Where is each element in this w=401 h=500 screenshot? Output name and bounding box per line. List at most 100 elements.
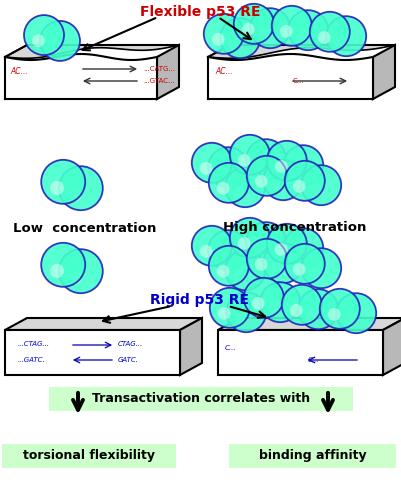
Circle shape (285, 161, 325, 201)
Circle shape (320, 289, 360, 329)
Circle shape (301, 165, 341, 205)
Text: AC...: AC... (215, 66, 233, 76)
Circle shape (242, 23, 255, 36)
Circle shape (293, 180, 306, 193)
Text: torsional flexibility: torsional flexibility (23, 450, 155, 462)
Circle shape (212, 33, 225, 46)
Polygon shape (383, 318, 401, 375)
Circle shape (220, 18, 260, 58)
Circle shape (252, 297, 265, 310)
Circle shape (328, 308, 340, 321)
Circle shape (225, 167, 265, 207)
Circle shape (268, 302, 281, 314)
Circle shape (336, 293, 376, 333)
Circle shape (306, 308, 319, 321)
Circle shape (41, 160, 85, 204)
Circle shape (50, 264, 64, 278)
Circle shape (68, 270, 82, 284)
Text: binding affinity: binding affinity (259, 450, 367, 462)
Polygon shape (373, 45, 395, 99)
Circle shape (280, 25, 293, 38)
Circle shape (296, 30, 309, 42)
Text: AC...: AC... (10, 66, 28, 76)
Polygon shape (5, 330, 180, 375)
Circle shape (40, 21, 80, 61)
Circle shape (271, 262, 284, 275)
Circle shape (204, 14, 244, 54)
Circle shape (309, 268, 322, 280)
Circle shape (291, 248, 304, 260)
Circle shape (226, 292, 266, 332)
Circle shape (216, 166, 229, 179)
Circle shape (310, 12, 350, 52)
Circle shape (234, 312, 247, 324)
Circle shape (282, 285, 322, 325)
Text: C...: C... (308, 357, 320, 363)
Polygon shape (218, 330, 383, 375)
Circle shape (291, 164, 304, 177)
Text: CTAG...: CTAG... (118, 341, 144, 347)
Text: ...CTAG...: ...CTAG... (18, 341, 50, 347)
Polygon shape (208, 45, 395, 59)
Circle shape (290, 304, 303, 317)
Circle shape (283, 228, 323, 268)
Circle shape (225, 250, 265, 290)
Circle shape (272, 6, 312, 46)
Circle shape (247, 156, 287, 196)
Circle shape (238, 154, 251, 167)
Circle shape (255, 258, 267, 271)
Circle shape (263, 243, 303, 283)
Polygon shape (5, 45, 179, 59)
Circle shape (254, 242, 267, 254)
Circle shape (216, 250, 229, 262)
Text: GATC.: GATC. (118, 357, 139, 363)
Text: C...: C... (225, 345, 237, 351)
Text: Transactivation correlates with: Transactivation correlates with (92, 392, 310, 406)
Circle shape (48, 40, 61, 53)
Circle shape (32, 34, 45, 47)
Text: ...CATG...: ...CATG... (143, 66, 175, 72)
Text: C...: C... (293, 78, 304, 84)
Polygon shape (180, 318, 202, 375)
Circle shape (208, 147, 248, 187)
Circle shape (41, 243, 85, 287)
Circle shape (275, 243, 288, 256)
Circle shape (233, 186, 246, 199)
Circle shape (192, 143, 232, 183)
Circle shape (59, 249, 103, 293)
Circle shape (260, 282, 300, 322)
Circle shape (334, 36, 347, 48)
Circle shape (309, 184, 322, 197)
Polygon shape (5, 318, 202, 330)
Circle shape (217, 182, 230, 195)
FancyBboxPatch shape (2, 444, 176, 468)
Polygon shape (5, 54, 157, 99)
Circle shape (254, 158, 267, 171)
Circle shape (246, 222, 286, 262)
Circle shape (267, 141, 307, 181)
Circle shape (298, 289, 338, 329)
Circle shape (271, 180, 284, 192)
Circle shape (344, 312, 357, 325)
Circle shape (233, 270, 246, 282)
Text: Rigid p53 RE: Rigid p53 RE (150, 293, 249, 307)
Text: ...GTAC...: ...GTAC... (143, 78, 175, 84)
Circle shape (200, 162, 213, 175)
Circle shape (288, 10, 328, 50)
Circle shape (258, 28, 271, 40)
Circle shape (200, 245, 213, 258)
Text: Flexible p53 RE: Flexible p53 RE (140, 5, 260, 19)
Circle shape (246, 139, 286, 179)
Circle shape (230, 135, 270, 175)
Circle shape (255, 175, 267, 188)
Text: High concentration: High concentration (223, 222, 367, 234)
Circle shape (209, 163, 249, 203)
Text: Low  concentration: Low concentration (13, 222, 157, 234)
Circle shape (192, 226, 232, 266)
Circle shape (24, 15, 64, 55)
Circle shape (230, 218, 270, 258)
Polygon shape (157, 45, 179, 99)
Circle shape (293, 263, 306, 276)
Circle shape (283, 145, 323, 185)
Text: ...GATC.: ...GATC. (18, 357, 46, 363)
